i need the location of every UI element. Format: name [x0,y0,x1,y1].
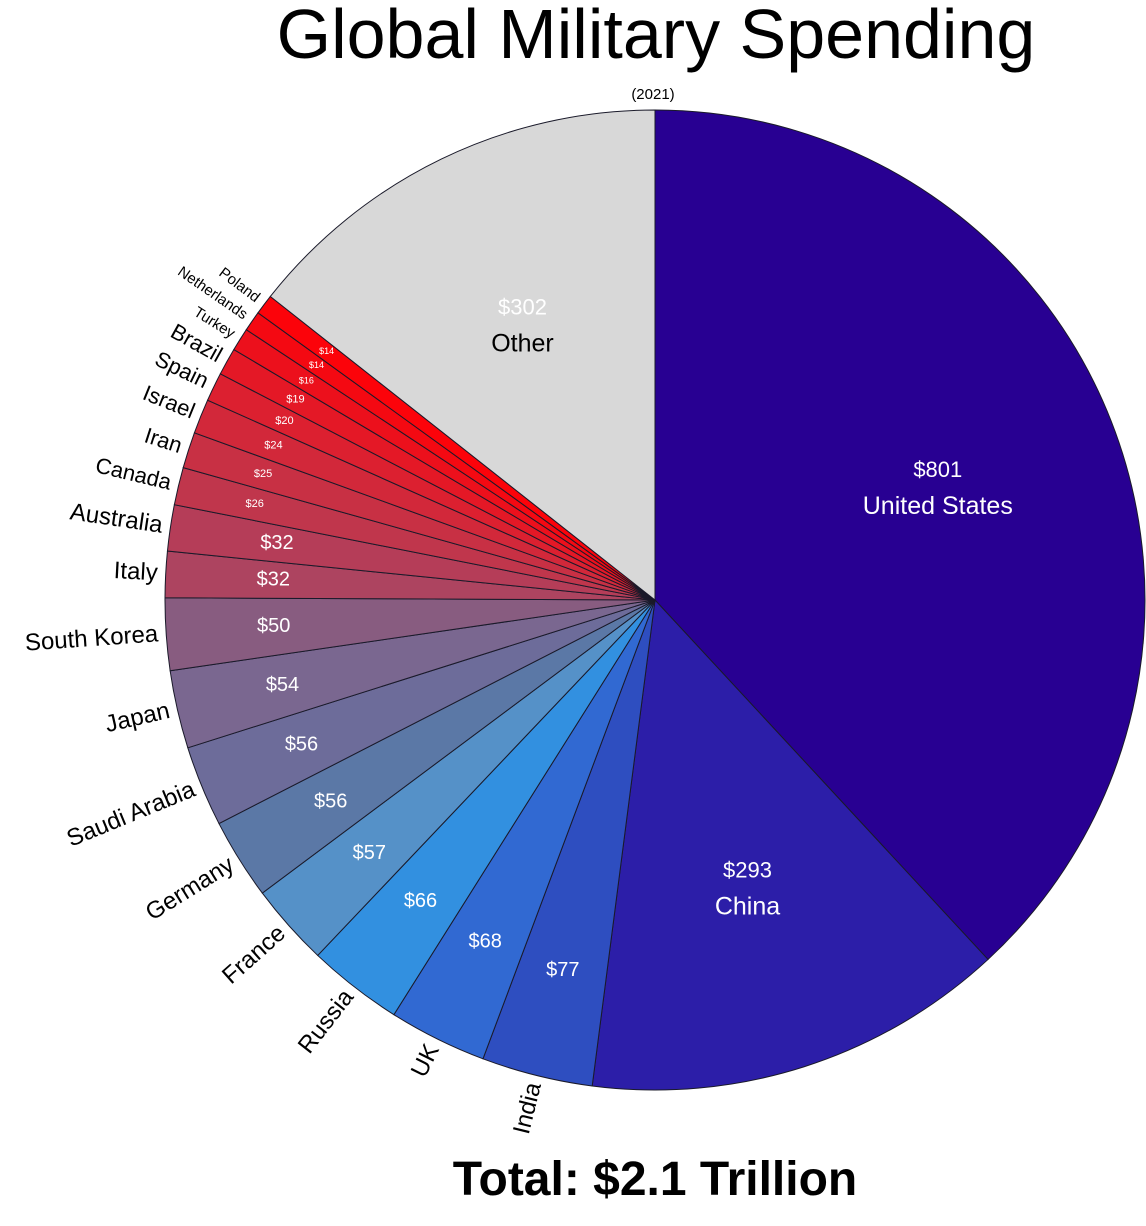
value-label-uk: $68 [469,931,502,953]
value-label-brazil: $19 [286,394,304,406]
total-label: Total: $2.1 Trillion [452,1153,858,1206]
value-label-japan: $54 [266,674,299,696]
pie-slice-china [591,598,989,1091]
value-label-australia: $32 [260,532,293,554]
value-text-china: $293 [723,857,772,882]
value-label-france: $57 [353,842,386,864]
value-label-saudi-arabia: $56 [285,734,318,756]
name-label-iran: Iran [141,423,185,458]
value-label-germany: $56 [314,790,347,812]
value-label-turkey: $16 [299,376,314,386]
slice-name-other: Other [491,329,554,357]
name-label-italy: Italy [113,557,158,586]
value-label-spain: $20 [275,415,293,427]
name-label-australia: Australia [68,498,165,539]
name-label-saudi-arabia: Saudi Arabia [63,776,200,853]
name-label-germany: Germany [141,851,239,926]
value-label-netherlands: $14 [309,360,324,370]
pie-slice-united-states [654,109,1146,961]
name-label-india: India [508,1079,547,1137]
slice-name-united-states: United States [863,492,1013,520]
pie-slice-other [269,109,656,602]
name-label-canada: Canada [93,452,175,494]
chart-subtitle: (2021) [631,86,675,103]
value-text-united-states: $801 [913,457,962,482]
pie-value-labels: $801 United States $293 China $77 $68 $66 $57 $5… [246,294,1013,981]
slice-name-china: China [715,892,780,920]
value-label-china: $293 China [715,857,780,920]
value-label-canada: $26 [246,498,264,510]
value-label-poland: $14 [319,346,334,356]
value-label-iran: $25 [254,468,272,480]
value-label-india: $77 [546,959,579,981]
name-label-russia: Russia [293,984,360,1059]
chart-title: Global Military Spending [276,0,1036,73]
value-text-other: $302 [498,294,547,319]
pie-slices [164,109,1146,1091]
name-label-japan: Japan [103,697,173,738]
value-label-russia: $66 [404,890,437,912]
name-label-uk: UK [406,1040,445,1082]
value-label-other: $302 Other [491,294,554,357]
value-label-united-states: $801 United States [863,457,1013,520]
value-label-israel: $24 [264,440,282,452]
name-label-south-korea: South Korea [24,620,160,656]
value-label-south-korea: $50 [257,615,290,637]
value-label-italy: $32 [257,568,290,590]
name-label-france: France [217,920,291,990]
